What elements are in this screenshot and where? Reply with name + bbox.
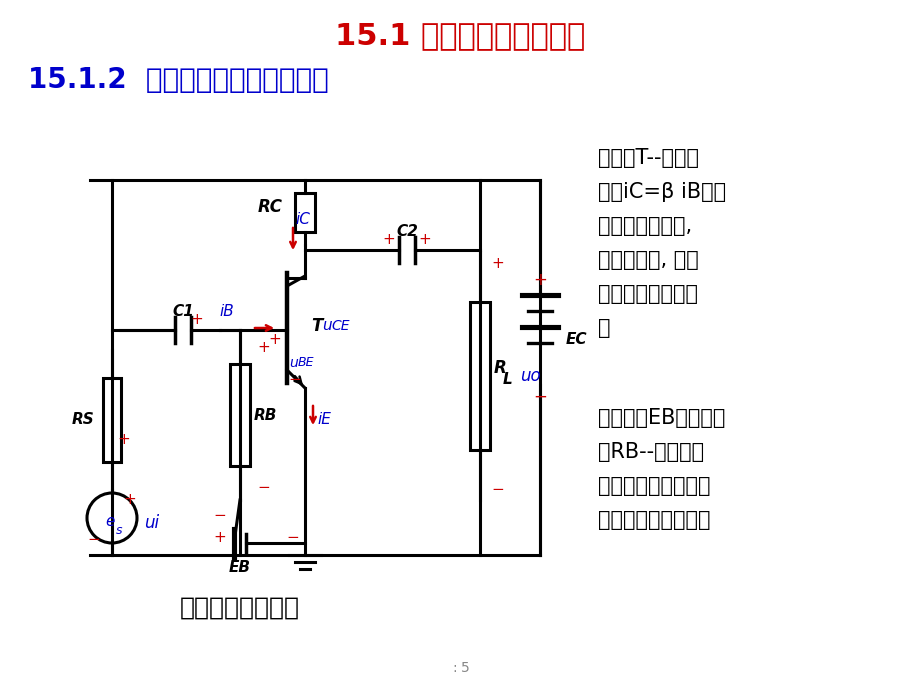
Text: 。: 。 [597, 318, 610, 338]
Text: 体管工作在放大区: 体管工作在放大区 [597, 284, 698, 304]
Text: −: − [257, 480, 270, 495]
Text: 小适当的基极电流。: 小适当的基极电流。 [597, 510, 709, 530]
Text: e: e [105, 513, 115, 529]
Text: iE: iE [317, 413, 331, 428]
Text: T: T [311, 317, 322, 335]
Text: +: + [382, 233, 395, 248]
Bar [295, 193, 314, 232]
Text: +: + [491, 257, 504, 271]
Text: 15.1.2  基本放大电路各元件作用: 15.1.2 基本放大电路各元件作用 [28, 66, 328, 94]
Text: +: + [268, 333, 281, 348]
Text: R: R [494, 359, 506, 377]
Text: 共发射极基本电路: 共发射极基本电路 [180, 596, 300, 620]
Text: −: − [287, 531, 299, 546]
Text: RS: RS [71, 413, 94, 428]
Text: +: + [257, 340, 270, 355]
Text: EB: EB [229, 560, 251, 575]
Text: +: + [213, 531, 226, 546]
Text: L: L [503, 373, 512, 388]
Text: 集电结反偏, 使晶: 集电结反偏, 使晶 [597, 250, 698, 270]
Text: +: + [123, 493, 136, 508]
Text: 15.1 基本放大电路的组成: 15.1 基本放大电路的组成 [335, 21, 584, 50]
Text: +: + [118, 433, 130, 448]
Text: 保证发射结正偏,: 保证发射结正偏, [597, 216, 691, 236]
Bar [470, 302, 490, 451]
Text: −: − [289, 373, 301, 388]
Bar [103, 378, 121, 462]
Text: +: + [190, 313, 203, 328]
Text: RB: RB [254, 408, 277, 422]
Text: +: + [418, 233, 431, 248]
Text: CE: CE [331, 319, 349, 333]
Text: +: + [532, 271, 546, 289]
Text: iB: iB [220, 304, 234, 319]
Text: 阻RB--使发射结: 阻RB--使发射结 [597, 442, 703, 462]
Text: 5: 5 [460, 661, 469, 675]
Text: −: − [532, 388, 546, 406]
Text: EC: EC [565, 333, 587, 348]
Text: C2: C2 [396, 224, 417, 239]
Text: :: : [452, 661, 457, 675]
Text: BE: BE [298, 357, 314, 370]
Text: 基极电源EB与基极电: 基极电源EB与基极电 [597, 408, 724, 428]
Text: uo: uo [519, 367, 540, 385]
Text: iC: iC [295, 213, 310, 228]
Text: 处于正偏，并提供大: 处于正偏，并提供大 [597, 476, 709, 496]
Text: C1: C1 [172, 304, 194, 319]
Text: −: − [213, 508, 226, 522]
Text: ui: ui [144, 514, 159, 532]
Text: 件，iC=β iB。要: 件，iC=β iB。要 [597, 182, 725, 202]
Text: −: − [87, 533, 100, 547]
Text: u: u [322, 319, 331, 333]
Text: s: s [116, 524, 122, 537]
Text: 晶体管T--放大元: 晶体管T--放大元 [597, 148, 698, 168]
Bar [230, 364, 250, 466]
Text: u: u [289, 356, 298, 370]
Text: −: − [491, 482, 504, 497]
Text: RC: RC [257, 199, 283, 217]
